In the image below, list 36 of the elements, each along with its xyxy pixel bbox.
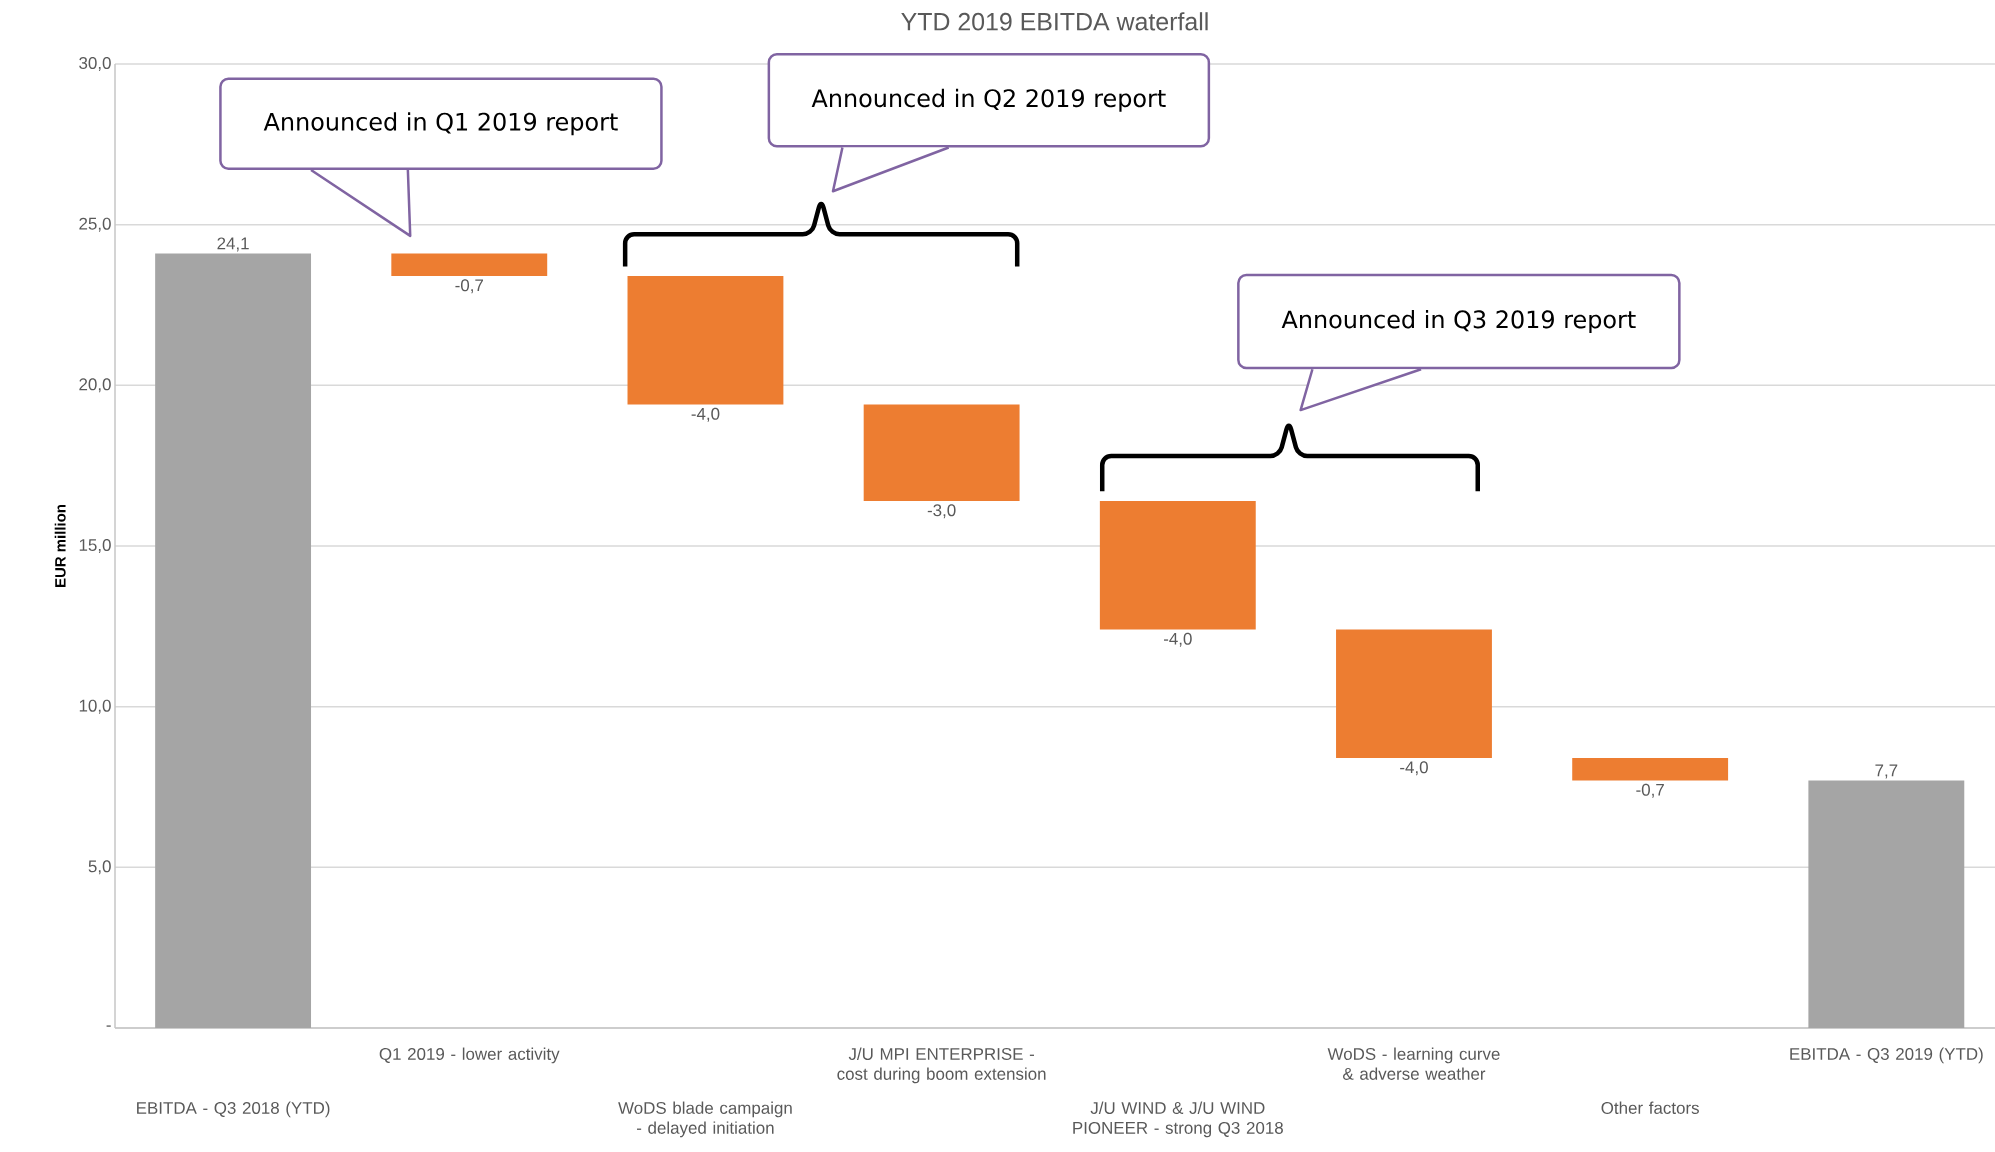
- x-tick-label: WoDS blade campaign - delayed initiation: [618, 1101, 792, 1138]
- data-label: -0,7: [455, 279, 483, 294]
- y-tick-label: 25,0: [79, 217, 111, 232]
- annotation: Announced in Q3 2019 report: [1281, 309, 1636, 334]
- x-tick-label: EBITDA - Q3 2018 (YTD): [137, 1101, 330, 1118]
- x-tick-label: Q1 2019 - lower activity: [379, 1047, 560, 1064]
- data-label: -0,7: [1636, 783, 1664, 798]
- data-label: -4,0: [691, 407, 720, 422]
- y-tick-label: 15,0: [79, 539, 111, 553]
- annotation: Announced in Q2 2019 report: [811, 88, 1166, 112]
- annotation: Announced in Q1 2019 report: [263, 112, 618, 136]
- bar: [1572, 758, 1729, 781]
- data-label: -4,0: [1400, 761, 1428, 776]
- y-tick-label: 30,0: [79, 56, 111, 71]
- y-tick-label: 20,0: [79, 378, 111, 393]
- x-tick-label: Other factors: [1601, 1101, 1699, 1114]
- y-tick-label: -: [106, 1025, 111, 1027]
- x-tick-label: WoDS - learning curve & adverse weather: [1327, 1047, 1500, 1080]
- data-label: 24,1: [217, 237, 249, 252]
- bar: [1099, 501, 1256, 630]
- x-tick-label: EBITDA - Q3 2019 (YTD): [1790, 1047, 1983, 1064]
- chart-title: YTD 2019 EBITDA waterfall: [901, 12, 1208, 31]
- bar: [1808, 780, 1965, 1028]
- bar: [1336, 629, 1492, 759]
- y-tick-label: 5,0: [88, 860, 111, 875]
- bar: [391, 253, 548, 277]
- x-tick-label: J/U WIND & J/U WIND PIONEER - strong Q3 2018: [1073, 1101, 1283, 1138]
- bar: [863, 404, 1020, 502]
- bar: [155, 253, 312, 1028]
- bar: [627, 276, 784, 405]
- y-tick-label: 10,0: [79, 699, 111, 714]
- data-label: -3,0: [927, 504, 956, 519]
- x-tick-label: J/U MPI ENTERPRISE - cost during boom extension: [837, 1047, 1046, 1084]
- y-axis-title: EUR million: [54, 505, 66, 587]
- data-label: -4,0: [1163, 632, 1192, 647]
- data-label: 7,7: [1875, 764, 1898, 779]
